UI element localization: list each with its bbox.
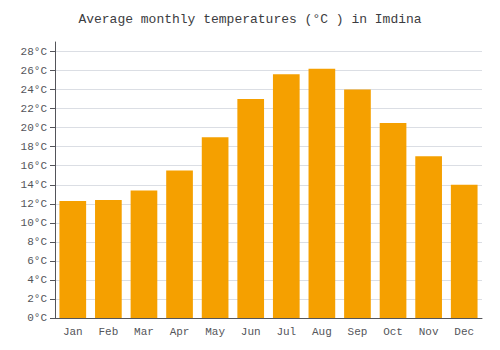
svg-text:16°C: 16°C xyxy=(21,160,48,172)
svg-text:Jun: Jun xyxy=(241,326,261,338)
svg-text:26°C: 26°C xyxy=(21,65,48,77)
svg-text:Jul: Jul xyxy=(276,326,296,338)
svg-text:Apr: Apr xyxy=(170,326,190,338)
svg-text:2°C: 2°C xyxy=(27,293,47,305)
svg-text:10°C: 10°C xyxy=(21,217,48,229)
svg-text:4°C: 4°C xyxy=(27,274,47,286)
svg-text:Nov: Nov xyxy=(419,326,439,338)
svg-text:Dec: Dec xyxy=(454,326,474,338)
svg-text:6°C: 6°C xyxy=(27,255,47,267)
svg-text:Mar: Mar xyxy=(134,326,154,338)
svg-text:24°C: 24°C xyxy=(21,84,48,96)
svg-text:Oct: Oct xyxy=(383,326,403,338)
svg-text:Aug: Aug xyxy=(312,326,332,338)
svg-text:Feb: Feb xyxy=(98,326,118,338)
svg-text:28°C: 28°C xyxy=(21,46,48,58)
svg-text:8°C: 8°C xyxy=(27,236,47,248)
svg-text:12°C: 12°C xyxy=(21,198,48,210)
svg-text:Average monthly temperatures (: Average monthly temperatures (°C ) in Im… xyxy=(78,12,421,27)
svg-text:18°C: 18°C xyxy=(21,141,48,153)
svg-text:20°C: 20°C xyxy=(21,122,48,134)
svg-text:22°C: 22°C xyxy=(21,103,48,115)
svg-text:May: May xyxy=(205,326,225,338)
svg-text:Jan: Jan xyxy=(63,326,83,338)
svg-text:14°C: 14°C xyxy=(21,179,48,191)
svg-text:Sep: Sep xyxy=(348,326,368,338)
svg-text:0°C: 0°C xyxy=(27,312,47,324)
